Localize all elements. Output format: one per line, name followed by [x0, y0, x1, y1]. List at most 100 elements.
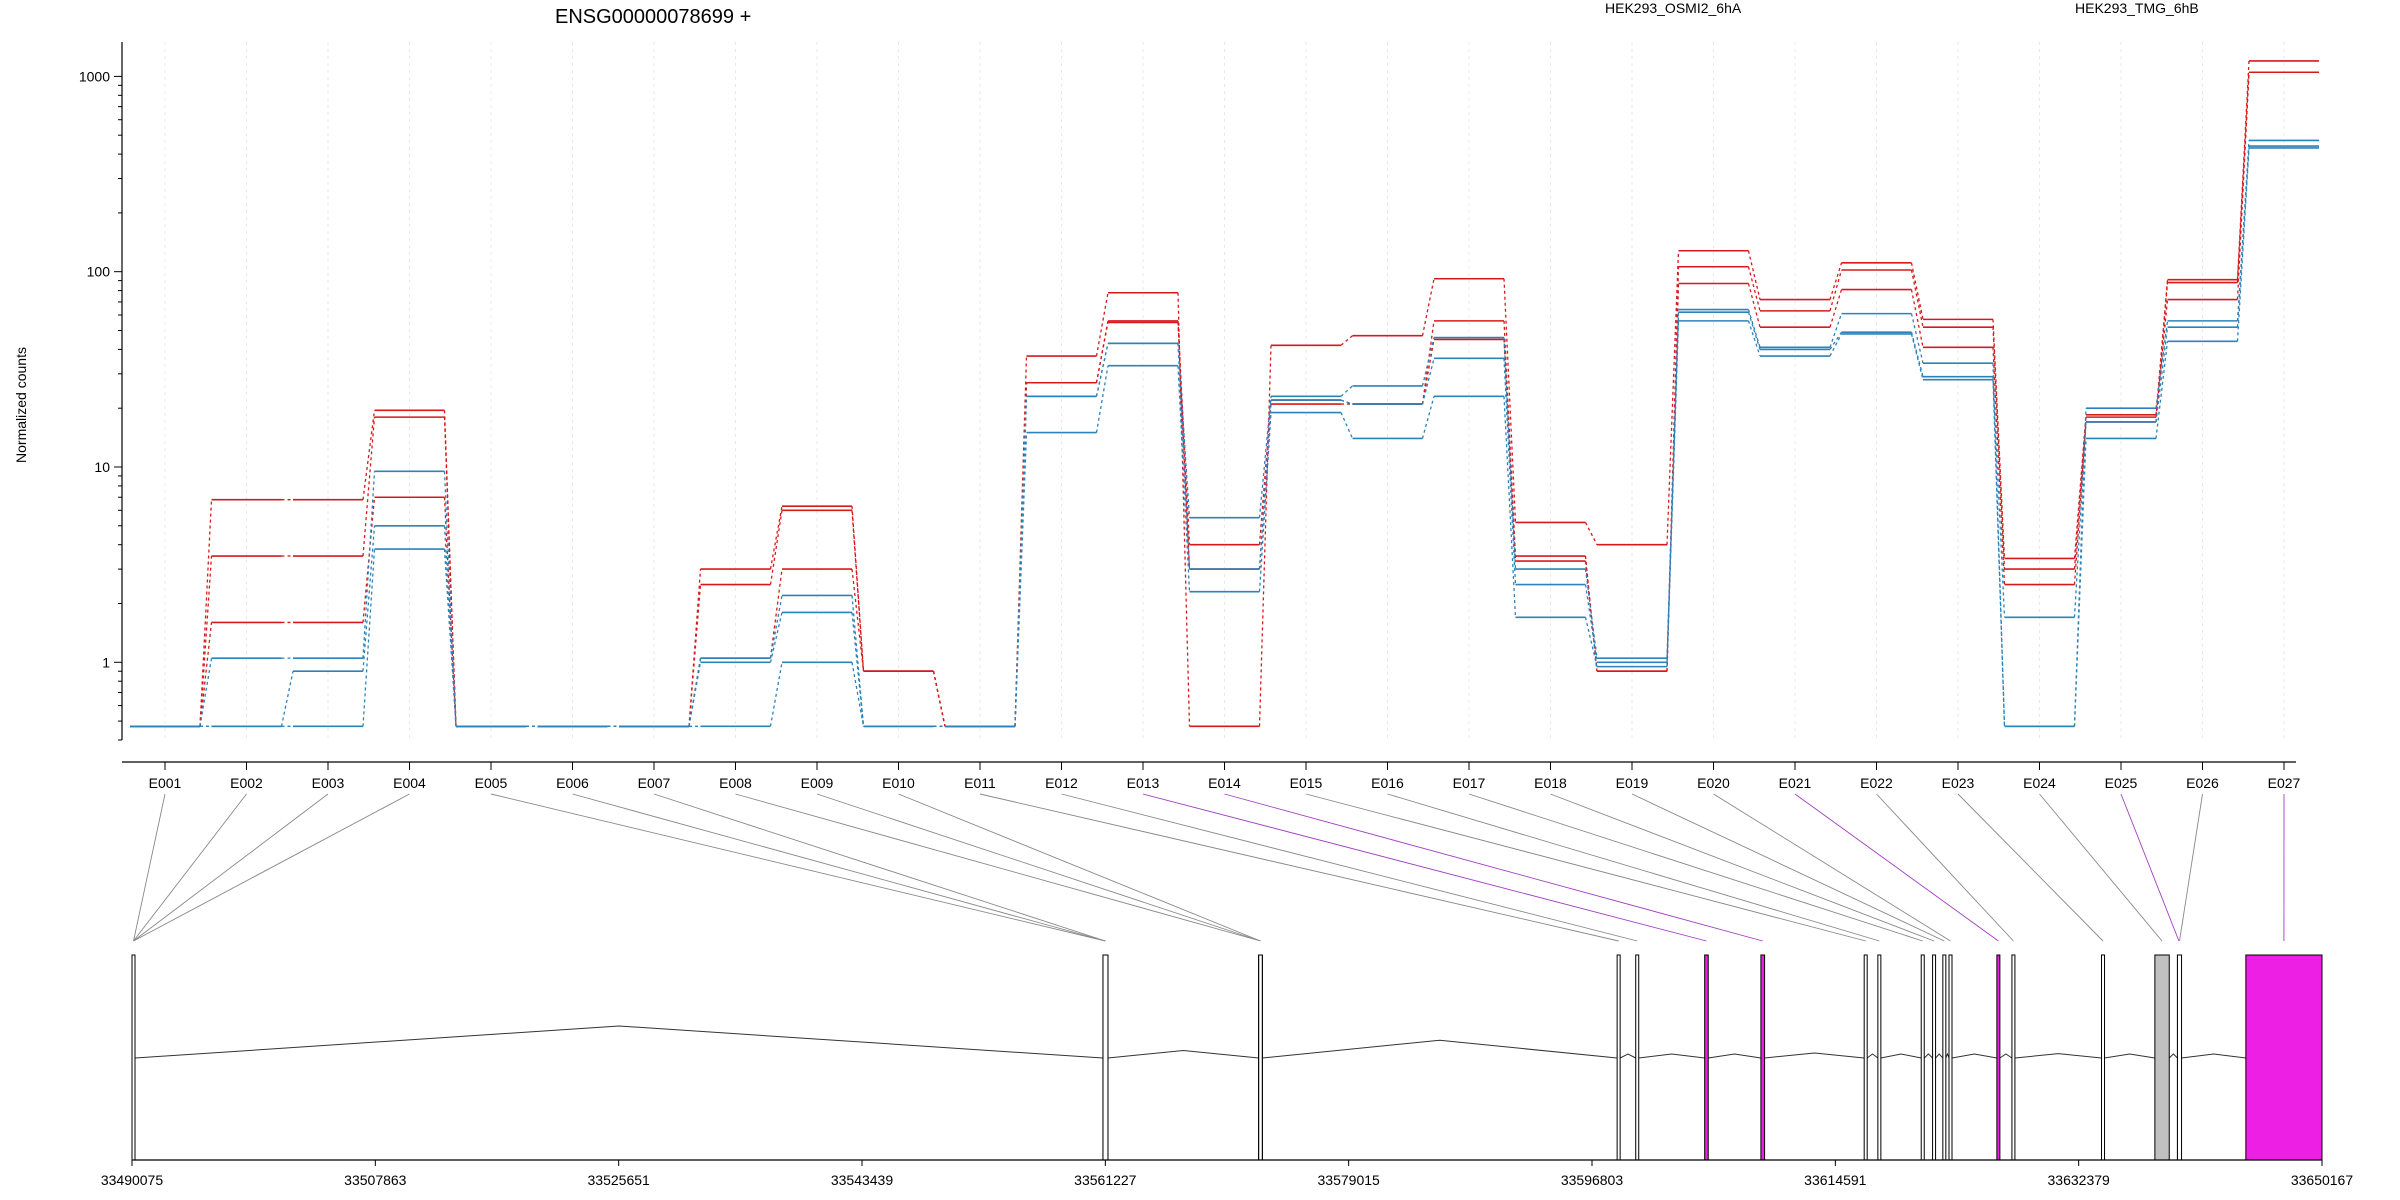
y-tick-label: 1 — [102, 654, 110, 670]
series-lines — [130, 60, 2319, 728]
connector-e014 — [1224, 793, 1763, 942]
series-transition — [1340, 385, 1353, 397]
x-tick-label-e012: E012 — [1045, 775, 1078, 791]
x-tick-label-e022: E022 — [1860, 775, 1893, 791]
gene-model — [131, 954, 2323, 1161]
connector-e003 — [133, 793, 329, 942]
x-tick-label-e007: E007 — [638, 775, 671, 791]
series-transition — [1177, 322, 1191, 570]
exon-box-e015 — [1863, 954, 1868, 1161]
series-transition — [851, 569, 865, 672]
series-transition — [1095, 322, 1109, 383]
series-osmi2-2 — [130, 71, 2319, 728]
legend-entry-osmi2: HEK293_OSMI2_6hA — [1605, 0, 1742, 16]
series-transition — [769, 662, 783, 727]
exon-box-e024 — [2154, 954, 2170, 1161]
series-transition — [1992, 379, 2006, 727]
exon-box-e013 — [1704, 954, 1709, 1161]
series-transition — [1829, 262, 1843, 300]
series-transition — [1910, 333, 1924, 380]
series-transition — [769, 595, 783, 659]
series-transition — [2155, 320, 2169, 409]
connector-e024 — [2039, 793, 2163, 942]
intron-line — [2104, 1053, 2155, 1059]
x-tick-label-e002: E002 — [230, 775, 263, 791]
x-tick-label-e016: E016 — [1371, 775, 1404, 791]
series-transition — [362, 471, 376, 659]
series-transition — [1910, 289, 1924, 348]
x-tick-label-e011: E011 — [964, 775, 996, 791]
series-transition — [2073, 421, 2087, 585]
series-transition — [1177, 343, 1191, 518]
connector-e008 — [735, 793, 1261, 942]
series-transition — [1503, 339, 1517, 562]
genomic-tick-label: 33543439 — [831, 1172, 894, 1188]
intron-line — [1619, 1053, 1636, 1059]
intron-line — [1638, 1053, 1705, 1059]
x-tick-label-e003: E003 — [312, 775, 345, 791]
exon-box-e012 — [1635, 954, 1640, 1161]
series-transition — [1747, 266, 1761, 312]
series-transition — [2073, 417, 2087, 570]
series-transition — [1421, 337, 1435, 387]
x-tick-label-e010: E010 — [882, 775, 915, 791]
series-transition — [1340, 335, 1353, 346]
series-transition — [1503, 358, 1517, 585]
series-transition — [199, 555, 213, 727]
exon-box-e021 — [1996, 954, 2001, 1161]
series-transition — [1503, 278, 1517, 523]
y-axis-label: Normalized counts — [13, 347, 29, 463]
series-transition — [2073, 421, 2087, 618]
connector-e023 — [1957, 793, 2104, 942]
series-transition — [2236, 72, 2250, 300]
connector-e002 — [133, 793, 247, 942]
series-transition — [1258, 412, 1272, 592]
exon-box-e022 — [2011, 954, 2016, 1161]
x-tick-label-e024: E024 — [2023, 775, 2056, 791]
x-tick-label-e001: E001 — [149, 775, 182, 791]
exon-box-e010 — [1258, 954, 1263, 1161]
x-tick-label-e008: E008 — [719, 775, 752, 791]
series-transition — [1503, 396, 1517, 618]
intron-line — [2014, 1053, 2102, 1059]
genomic-tick-label: 33561227 — [1074, 1172, 1137, 1188]
connector-e019 — [1631, 793, 1945, 942]
x-tick-label-e027: E027 — [2268, 775, 2301, 791]
chart-title: ENSG00000078699 + — [555, 6, 751, 28]
series-transition — [1258, 345, 1272, 727]
series-transition — [1747, 283, 1761, 328]
legend-entry-tmg: HEK293_TMG_6hB — [2075, 0, 2199, 16]
x-tick-label-e005: E005 — [475, 775, 508, 791]
series-transition — [199, 658, 213, 727]
series-transition — [1910, 313, 1924, 364]
genomic-tick-label: 33490075 — [101, 1172, 164, 1188]
connector-e018 — [1550, 793, 1935, 942]
series-transition — [2073, 438, 2087, 727]
intron-line — [1880, 1053, 1922, 1059]
series-transition — [769, 506, 783, 570]
exon-box-e014 — [1760, 954, 1766, 1161]
x-tick-label-e004: E004 — [393, 775, 426, 791]
series-transition — [1421, 396, 1435, 439]
exon-box-e020 — [1948, 954, 1953, 1161]
intron-line — [134, 1025, 1104, 1059]
x-tick-label-e023: E023 — [1942, 775, 1975, 791]
series-transition — [199, 622, 213, 727]
series-transition — [769, 510, 783, 585]
connector-e015 — [1305, 793, 1866, 942]
series-transition — [1584, 617, 1598, 667]
series-transition — [1910, 332, 1924, 377]
series-transition — [1258, 400, 1272, 545]
exon-box-e026 — [2176, 954, 2183, 1161]
series-transition — [688, 662, 702, 727]
connector-e026 — [2179, 793, 2203, 942]
x-tick-label-e020: E020 — [1697, 775, 1730, 791]
y-axis: 1 10 100 1000 — [79, 42, 123, 741]
series-transition — [1258, 396, 1272, 518]
series-transition — [1829, 333, 1843, 357]
intron-line — [1764, 1052, 1865, 1059]
series-transition — [1992, 319, 2006, 559]
series-transition — [1421, 339, 1435, 405]
series-transition — [688, 658, 702, 727]
series-transition — [1747, 320, 1761, 357]
